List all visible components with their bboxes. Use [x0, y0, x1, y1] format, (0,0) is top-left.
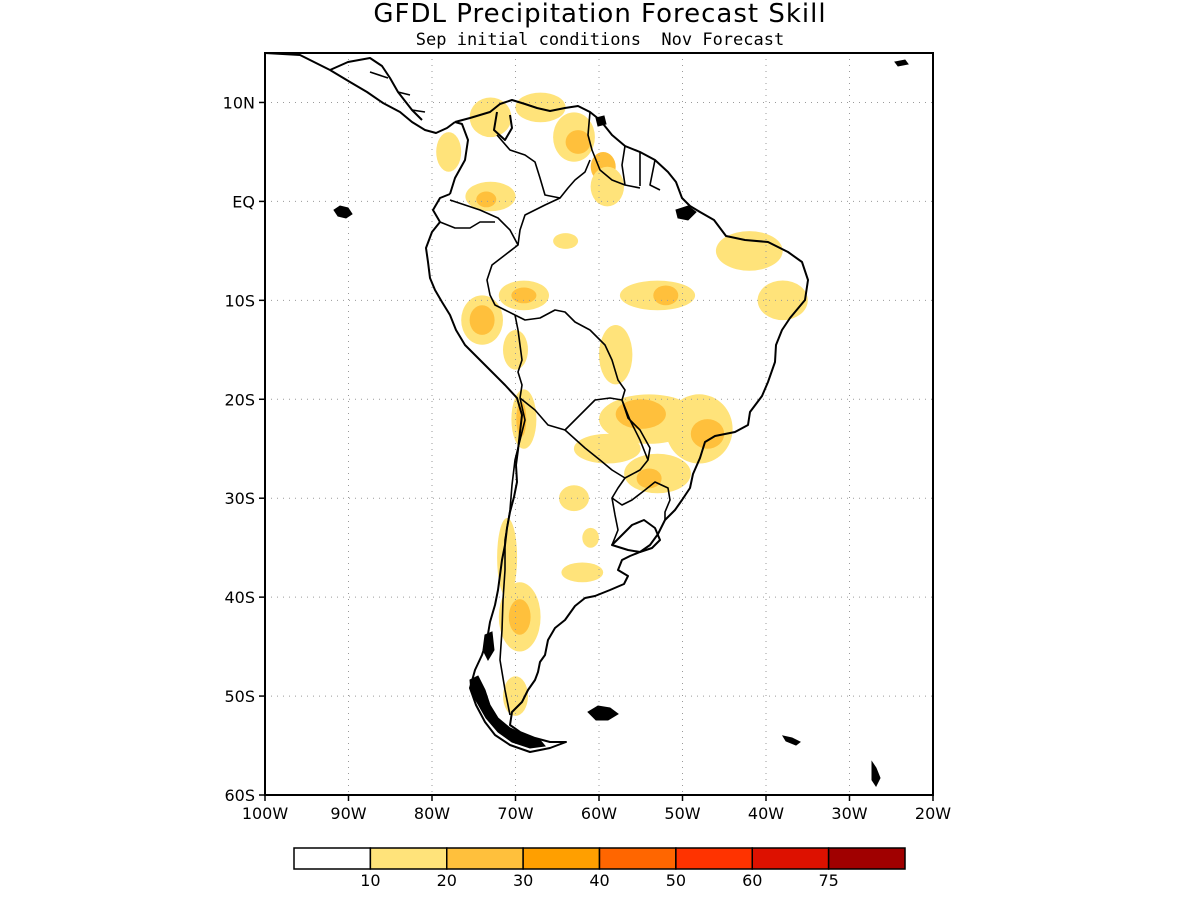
island-tierra-del-fuego: [469, 675, 546, 749]
colorbar-label: 75: [818, 871, 838, 890]
skill-region: [497, 518, 518, 598]
y-tick-label: 60S: [224, 786, 255, 805]
axis-ticks: 100W 90W 80W 70W 60W 50W 40W 30W 20W 10N EQ 10S 20S 3…: [223, 93, 952, 823]
island-chiloe: [482, 631, 495, 662]
skill-region: [636, 468, 662, 489]
colorbar-swatch: [369, 847, 448, 870]
skill-region: [553, 233, 579, 249]
coastline-central-america: [265, 53, 456, 134]
colorbar-swatch: [293, 847, 372, 870]
skill-region: [590, 166, 624, 207]
island-trinidad: [595, 115, 607, 127]
map-plot-area: [264, 52, 934, 796]
x-tick-label: 70W: [497, 804, 533, 823]
skill-region: [599, 325, 633, 385]
skill-region: [715, 231, 783, 271]
border-argentina-brazil-uruguay: [611, 477, 671, 520]
colorbar-label: 40: [589, 871, 609, 890]
border-venezuela-guyana: [587, 111, 626, 186]
colorbar-swatch: [675, 847, 754, 870]
skill-region: [615, 399, 666, 429]
skill-region: [561, 562, 604, 583]
y-tick-label: EQ: [232, 192, 255, 211]
skill-region: [469, 97, 512, 138]
x-tick-label: 30W: [831, 804, 867, 823]
y-tick-label: 40S: [224, 588, 255, 607]
x-tick-label: 60W: [581, 804, 617, 823]
y-tick-label: 50S: [224, 687, 255, 706]
border-bolivia-paraguay: [519, 397, 623, 431]
border-argentina-paraguay: [564, 399, 651, 479]
colorbar-label: 50: [666, 871, 686, 890]
skill-region: [436, 132, 462, 172]
skill-region: [503, 676, 528, 716]
skill-region: [565, 130, 591, 154]
colorbar-swatch: [751, 847, 830, 870]
skill-region: [559, 485, 589, 512]
x-tick-label: 100W: [242, 804, 289, 823]
x-tick-label: 80W: [414, 804, 450, 823]
x-tick-label: 50W: [664, 804, 700, 823]
coastline-uruguay-estuary: [611, 519, 661, 553]
skill-region: [690, 419, 725, 449]
colorbar-label: 60: [742, 871, 762, 890]
border-paraguay-brazil: [621, 399, 649, 461]
skill-region: [511, 287, 537, 304]
border-central-america: [369, 71, 426, 113]
colorbar-swatch: [827, 847, 906, 870]
skill-shading-layer: [436, 92, 808, 716]
colorbar-swatch: [446, 847, 524, 870]
colorbar-swatch: [522, 847, 601, 870]
border-peru-bolivia: [514, 314, 523, 399]
y-tick-label: 30S: [224, 489, 255, 508]
border-colombia-brazil: [517, 197, 561, 246]
map-subtitle: Sep initial conditions Nov Forecast: [416, 30, 784, 50]
colorbar-label: 30: [513, 871, 533, 890]
islands: [333, 59, 909, 787]
skill-region: [515, 92, 566, 123]
graticule: [265, 53, 933, 795]
country-borders: [369, 71, 671, 716]
skill-region: [757, 280, 808, 321]
y-tick-label: 10N: [223, 93, 255, 112]
x-tick-label: 90W: [330, 804, 366, 823]
skill-region: [469, 305, 495, 335]
island-south-atlantic-islets: [871, 59, 909, 787]
colorbar-label: 10: [360, 871, 380, 890]
border-argentina-uruguay: [611, 497, 619, 546]
map-title: GFDL Precipitation Forecast Skill: [373, 0, 826, 29]
x-tick-label: 20W: [915, 804, 951, 823]
coastline-lake-maracaibo: [493, 111, 513, 141]
colorbar-swatch: [598, 847, 677, 870]
border-ecuador-peru: [439, 221, 495, 229]
border-colombia-venezuela: [496, 134, 591, 199]
island-galapagos: [333, 205, 353, 219]
y-tick-label: 20S: [224, 390, 255, 409]
colorbar-label: 20: [437, 871, 457, 890]
border-colombia-ecuador-peru: [449, 199, 519, 316]
skill-region: [653, 285, 679, 306]
border-guianas: [621, 145, 661, 191]
x-tick-label: 40W: [748, 804, 784, 823]
island-falklands: [587, 705, 619, 721]
skill-region: [582, 527, 599, 548]
island-marajo: [675, 205, 697, 221]
y-tick-label: 10S: [224, 291, 255, 310]
island-south-georgia: [781, 735, 801, 746]
border-peru-brazil-bolivia: [514, 309, 626, 401]
skill-region: [508, 599, 531, 635]
skill-region: [476, 191, 497, 208]
border-chile-argentina: [499, 397, 526, 716]
coastline-caribbean-north: [329, 57, 469, 195]
skill-region: [573, 433, 641, 464]
colorbar: 10 20 30 40 50 60 75: [293, 847, 906, 890]
